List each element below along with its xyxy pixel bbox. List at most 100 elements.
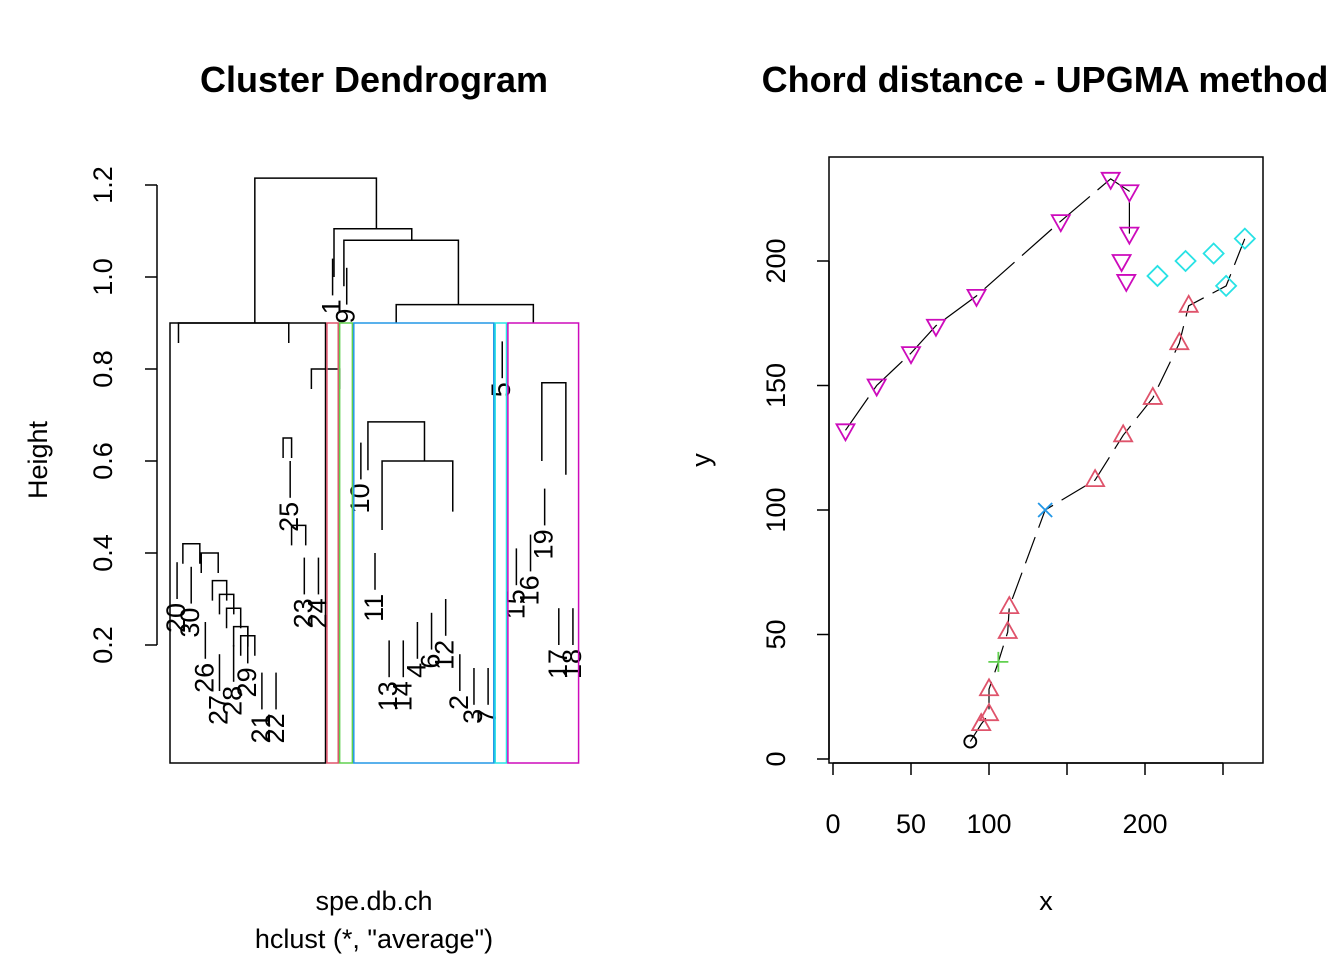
dendrogram-merge: [200, 552, 219, 573]
dendrogram-leaf-label: 19: [529, 529, 559, 559]
scatter-point-triangle-up: [1112, 423, 1134, 443]
dendrogram-leaf-label: 18: [557, 649, 587, 679]
dendrogram-merge: [177, 322, 290, 343]
dendrogram-merge: [367, 421, 426, 471]
dendrogram-leaf-label: 13: [373, 681, 403, 711]
dendrogram-merge: [239, 635, 256, 656]
scatter-title: Chord distance - UPGMA method: [762, 59, 1329, 100]
dendrogram-leaf-label: 14: [387, 681, 417, 711]
dendrogram-cluster-box: [353, 322, 495, 764]
scatter-connecting-lines: [844, 178, 1246, 742]
scatter-plot-frame: [828, 156, 1264, 764]
dendrogram-cluster-box: [169, 322, 327, 764]
dendrogram-leaf-label: 1: [317, 299, 347, 314]
scatter-point-triangle-up: [970, 712, 992, 732]
dendrogram-cluster-boxes: [169, 322, 580, 764]
dendrogram-leaf-label: 28: [218, 686, 248, 716]
dendrogram-leaf-label: 12: [430, 640, 460, 670]
dendrogram-merge: [225, 607, 242, 629]
scatter-point-triangle-up: [1084, 468, 1106, 488]
scatter-point-triangle-up: [978, 702, 1000, 722]
dendrogram-leaf-label: 5: [486, 382, 516, 397]
scatter-y-tick-label: 200: [761, 238, 791, 283]
scatter-point-triangle-down: [900, 346, 922, 365]
dendrogram-panel: Cluster Dendrogram spe.db.ch hclust (*, …: [23, 59, 587, 954]
dendrogram-leaf-label: 30: [175, 608, 205, 638]
scatter-y-tick-label: 50: [761, 619, 791, 649]
dendrogram-merge: [282, 437, 293, 458]
dendrogram-leaf-label: 16: [515, 575, 545, 605]
dendrogram-cluster-box: [338, 322, 354, 764]
dendrogram-links: [176, 177, 574, 710]
scatter-y-tick-label: 150: [761, 363, 791, 408]
dendrogram-leaf-label: 4: [401, 663, 431, 678]
dendrogram-y-tick-label: 0.2: [88, 626, 118, 664]
dendrogram-leaf-label: 22: [260, 713, 290, 743]
dendrogram-leaf-label: 7: [472, 709, 502, 724]
scatter-x-tick-label: 50: [896, 809, 926, 839]
dendrogram-cluster-box: [494, 322, 508, 764]
dendrogram-title: Cluster Dendrogram: [200, 59, 548, 100]
dendrogram-leaf-label: 11: [359, 594, 389, 622]
scatter-point-triangle-up: [1168, 331, 1190, 351]
dendrogram-leaf-label: 2: [444, 695, 474, 710]
scatter-point-diamond: [1214, 274, 1238, 298]
dendrogram-leaf-label: 9: [331, 309, 361, 324]
dendrogram-leaf-label: 23: [288, 598, 318, 628]
dendrogram-merge: [232, 625, 249, 647]
scatter-point-triangle-down: [965, 288, 988, 308]
scatter-y-tick-label: 0: [761, 751, 791, 766]
scatter-y-tick-label: 100: [761, 487, 791, 532]
dendrogram-leaf-label: 29: [232, 667, 262, 697]
scatter-point-diamond: [1233, 227, 1257, 250]
dendrogram-merge: [333, 227, 413, 277]
scatter-y-axis: 0 50 100 150 200: [761, 238, 830, 767]
scatter-x-tick-label: 200: [1122, 809, 1167, 839]
scatter-x-tick-label: 100: [966, 809, 1011, 839]
dendrogram-leaf-label: 27: [203, 695, 233, 725]
dendrogram-merge: [218, 593, 235, 615]
dendrogram-leaf-label: 20: [161, 603, 191, 633]
scatter-point-triangle-up: [1142, 386, 1164, 405]
scatter-xlabel: x: [1039, 886, 1053, 916]
scatter-point-diamond: [1202, 242, 1225, 265]
scatter-point-diamond: [1174, 249, 1197, 273]
dendrogram-merge: [381, 460, 454, 530]
dendrogram-y-tick-label: 1.0: [88, 258, 118, 296]
scatter-path-magenta: [844, 178, 1131, 431]
scatter-point-triangle-up: [1178, 293, 1200, 313]
dendrogram-leaf-label: 6: [416, 654, 446, 669]
dendrogram-y-tick-label: 0.6: [88, 442, 118, 480]
dendrogram-subtitle: hclust (*, "average"): [255, 924, 493, 954]
scatter-point-triangle-down: [866, 378, 888, 398]
scatter-ylabel: y: [686, 453, 716, 467]
dendrogram-merge: [290, 524, 307, 546]
dendrogram-leaf-labels: 2030262728292122252324191011131446122375…: [161, 299, 587, 743]
dendrogram-y-ticks: 0.2 0.4 0.6 0.8 1.0 1.2: [88, 166, 157, 664]
dendrogram-merge: [541, 382, 567, 475]
dendrogram-leaf-label: 21: [246, 713, 276, 743]
scatter-point-triangle-down: [1100, 171, 1122, 191]
scatter-point-triangle-down: [1111, 254, 1133, 273]
dendrogram-cluster-box: [507, 322, 580, 764]
scatter-point-circle: [963, 734, 978, 749]
dendrogram-y-tick-label: 0.8: [88, 350, 118, 388]
scatter-point-cross: [1037, 502, 1053, 518]
scatter-point-triangle-down: [925, 318, 947, 338]
scatter-x-tick-label: 0: [825, 809, 840, 839]
scatter-point-triangle-up: [997, 620, 1019, 639]
dendrogram-y-tick-label: 0.4: [88, 534, 118, 572]
scatter-path-red: [969, 238, 1246, 742]
scatter-point-triangle-up: [978, 677, 1000, 697]
dendrogram-merge: [343, 239, 460, 305]
scatter-point-triangle-down: [834, 423, 857, 443]
dendrogram-leaf-label: 17: [543, 649, 573, 679]
scatter-points: [834, 171, 1257, 749]
dendrogram-leaf-label: 15: [500, 589, 530, 619]
dendrogram-merge: [211, 579, 228, 601]
dendrogram-leaf-label: 3: [458, 709, 488, 724]
scatter-point-triangle-down: [1050, 214, 1072, 233]
scatter-point-triangle-up: [998, 595, 1020, 615]
